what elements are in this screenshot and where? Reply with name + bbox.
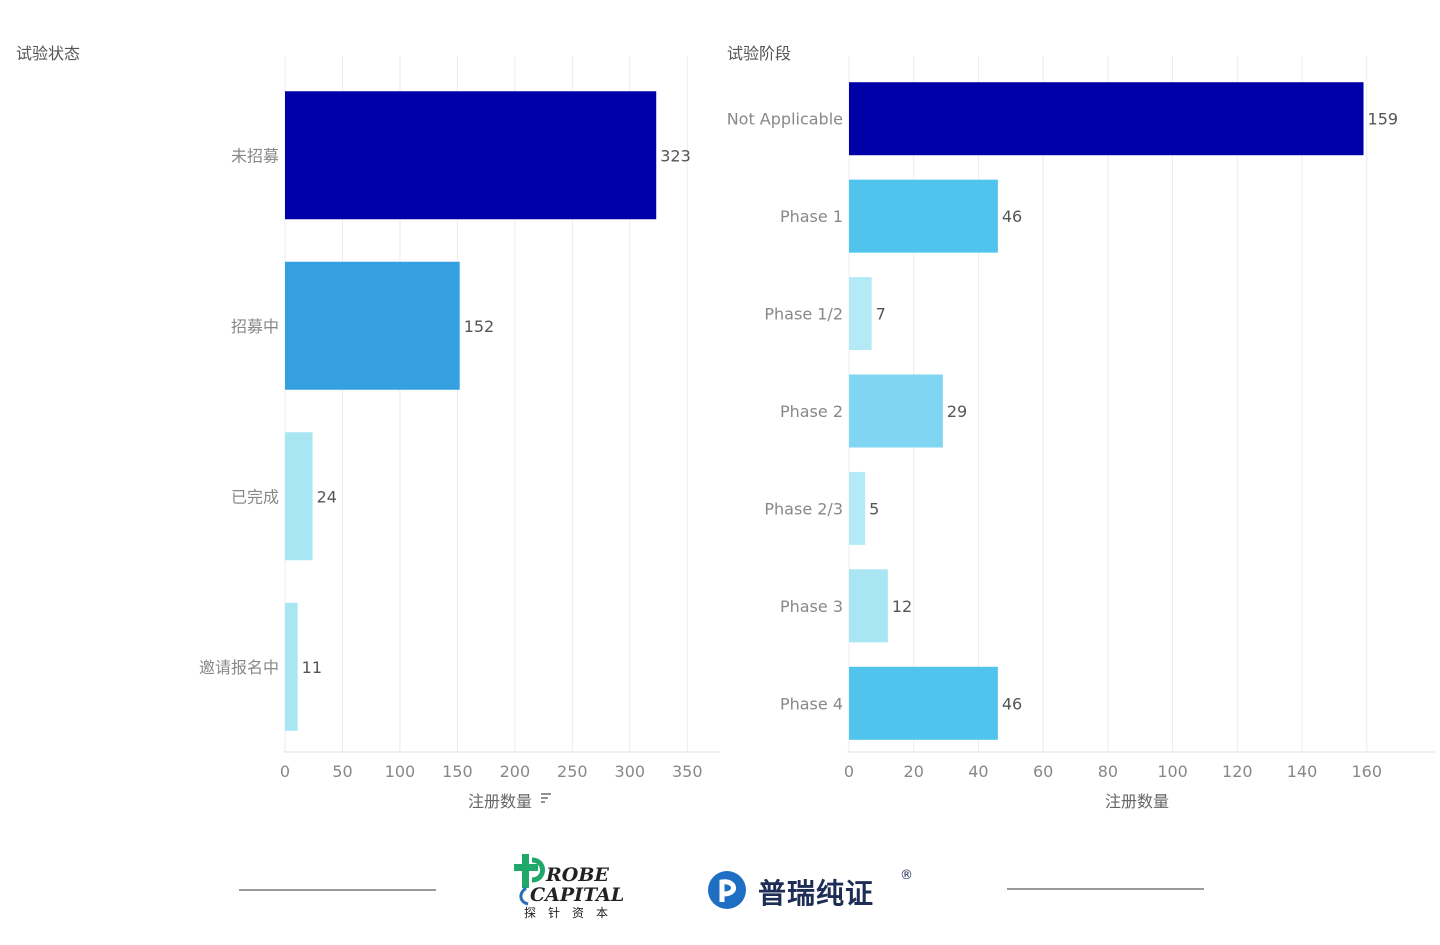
- bar: [849, 179, 998, 253]
- bar-data-label: 5: [869, 499, 879, 518]
- y-category-label: Phase 3: [780, 597, 843, 616]
- bar-data-label: 152: [464, 317, 495, 336]
- x-tick-label: 250: [557, 762, 588, 781]
- x-tick-label: 350: [672, 762, 703, 781]
- y-category-label: Phase 1: [780, 207, 843, 226]
- bar-data-label: 24: [317, 487, 337, 506]
- bar: [285, 261, 460, 390]
- y-category-label: 邀请报名中: [199, 658, 279, 677]
- x-tick-label: 60: [1033, 762, 1053, 781]
- bar-data-label: 323: [660, 146, 691, 165]
- x-axis-label: 注册数量: [1105, 792, 1169, 811]
- prc-logo-text: 普瑞纯证: [758, 877, 875, 910]
- probe-capital-logo-icon: [514, 854, 545, 906]
- bar: [285, 602, 298, 731]
- probe-capital-logo: ROBE CAPITAL 探针资本: [512, 852, 625, 922]
- y-category-label: 未招募: [231, 146, 279, 165]
- x-tick-label: 40: [968, 762, 988, 781]
- y-category-label: Phase 1/2: [764, 305, 843, 324]
- x-tick-label: 80: [1098, 762, 1118, 781]
- bar: [849, 277, 872, 351]
- bar-data-label: 11: [302, 658, 322, 677]
- x-tick-label: 160: [1351, 762, 1382, 781]
- footer-divider-left: [239, 889, 436, 891]
- bar: [849, 569, 888, 643]
- x-tick-label: 20: [904, 762, 924, 781]
- registered-mark: ®: [900, 868, 913, 883]
- bar-data-label: 159: [1368, 110, 1399, 129]
- y-category-label: 招募中: [231, 317, 279, 336]
- x-tick-label: 100: [1157, 762, 1188, 781]
- chart-title-trial-phase: 试验阶段: [727, 44, 792, 63]
- bar: [849, 374, 943, 448]
- chart-title-trial-status: 试验状态: [16, 44, 81, 63]
- bar-data-label: 46: [1002, 207, 1022, 226]
- x-tick-label: 300: [615, 762, 646, 781]
- footer-divider-right: [1007, 888, 1204, 890]
- probe-logo-line2: CAPITAL: [530, 884, 625, 906]
- y-category-label: Phase 4: [780, 694, 843, 713]
- bar: [849, 471, 866, 545]
- prc-logo-icon: [708, 871, 746, 909]
- bar-data-label: 12: [892, 597, 912, 616]
- trial-phase-bar-chart: 0 20 40 60 80 100 120 140 160 Not Applicable 159 Ph…: [727, 56, 1435, 811]
- bar: [285, 91, 657, 220]
- bar: [849, 82, 1364, 156]
- prc-logo: 普瑞纯证 ®: [706, 868, 926, 913]
- sort-descending-icon: [541, 793, 551, 803]
- x-tick-label: 140: [1287, 762, 1318, 781]
- x-axis-label: 注册数量: [468, 792, 532, 811]
- bar-data-label: 7: [876, 305, 886, 324]
- bar: [849, 666, 998, 740]
- x-tick-label: 0: [280, 762, 290, 781]
- x-tick-label: 200: [500, 762, 531, 781]
- y-category-label: 已完成: [231, 487, 279, 506]
- x-tick-label: 0: [844, 762, 854, 781]
- x-tick-label: 100: [385, 762, 416, 781]
- bar-data-label: 46: [1002, 694, 1022, 713]
- y-category-label: Phase 2: [780, 402, 843, 421]
- bar: [285, 432, 313, 561]
- trial-status-bar-chart: 0 50 100 150 200 250 300 350 未招募 323 招募中 152 已完成 24 邀请…: [199, 56, 720, 811]
- probe-logo-line1: ROBE: [546, 864, 609, 886]
- y-category-label: Not Applicable: [727, 110, 843, 129]
- bar-data-label: 29: [947, 402, 967, 421]
- x-tick-label: 50: [332, 762, 352, 781]
- x-tick-label: 120: [1222, 762, 1253, 781]
- y-category-label: Phase 2/3: [764, 499, 843, 518]
- probe-logo-line3: 探针资本: [524, 906, 621, 920]
- x-tick-label: 150: [442, 762, 473, 781]
